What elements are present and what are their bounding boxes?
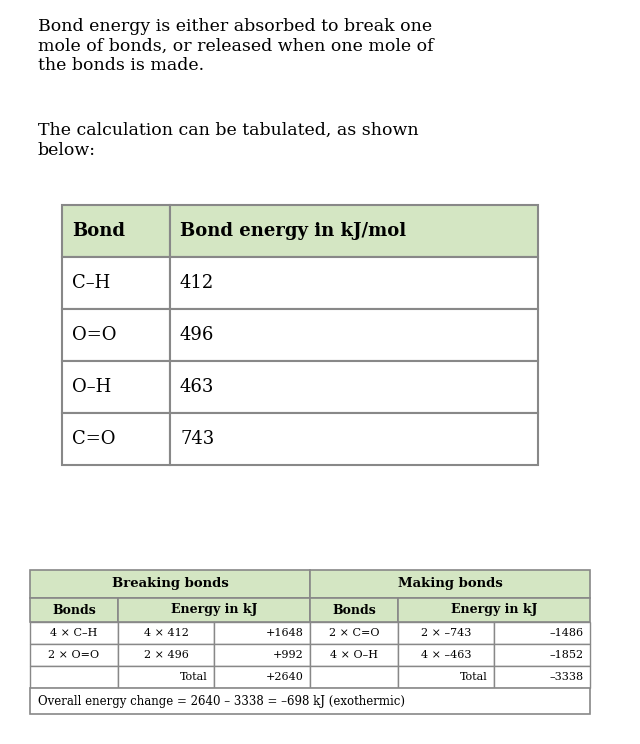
Text: Total: Total	[460, 672, 488, 682]
Bar	[62, 361, 170, 413]
Bar	[30, 688, 590, 714]
Bar	[494, 622, 590, 644]
Text: 4 × C–H: 4 × C–H	[51, 628, 98, 638]
Bar	[118, 644, 214, 666]
Text: The calculation can be tabulated, as shown
below:: The calculation can be tabulated, as sho…	[38, 122, 419, 158]
Text: 4 × –463: 4 × –463	[420, 650, 471, 660]
Bar	[494, 666, 590, 688]
Bar	[214, 644, 310, 666]
Bar	[118, 666, 214, 688]
Text: Bond energy is either absorbed to break one
mole of bonds, or released when one : Bond energy is either absorbed to break …	[38, 18, 434, 74]
Text: Bonds: Bonds	[332, 603, 376, 617]
Text: 4 × O–H: 4 × O–H	[330, 650, 378, 660]
Bar	[118, 622, 214, 644]
Text: C–H: C–H	[72, 274, 110, 292]
Bar	[310, 622, 398, 644]
Text: 4 × 412: 4 × 412	[143, 628, 188, 638]
Bar	[214, 666, 310, 688]
Bar	[170, 361, 538, 413]
Text: +2640: +2640	[266, 672, 304, 682]
Bar	[30, 666, 118, 688]
Text: +992: +992	[273, 650, 304, 660]
Bar	[398, 666, 494, 688]
Bar	[398, 644, 494, 666]
Text: –1486: –1486	[550, 628, 584, 638]
Text: 2 × –743: 2 × –743	[421, 628, 471, 638]
Bar	[398, 598, 590, 622]
Bar	[310, 644, 398, 666]
Text: –3338: –3338	[550, 672, 584, 682]
Text: 496: 496	[180, 326, 214, 344]
Bar	[310, 598, 398, 622]
Text: Bond energy in kJ/mol: Bond energy in kJ/mol	[180, 222, 406, 240]
Text: 743: 743	[180, 430, 214, 448]
Text: O–H: O–H	[72, 378, 111, 396]
Text: –1852: –1852	[550, 650, 584, 660]
Text: Energy in kJ: Energy in kJ	[451, 603, 537, 617]
Bar	[62, 257, 170, 309]
Bar	[30, 598, 118, 622]
Text: 2 × O=O: 2 × O=O	[49, 650, 100, 660]
Text: Making bonds: Making bonds	[397, 577, 502, 591]
Bar	[398, 622, 494, 644]
Bar	[494, 644, 590, 666]
Bar	[62, 413, 170, 465]
Bar	[310, 570, 590, 598]
Text: +1648: +1648	[266, 628, 304, 638]
Bar	[214, 622, 310, 644]
Text: 412: 412	[180, 274, 214, 292]
Bar	[30, 570, 310, 598]
Bar	[62, 205, 170, 257]
Text: 2 × 496: 2 × 496	[143, 650, 188, 660]
Bar	[62, 309, 170, 361]
Bar	[170, 205, 538, 257]
Text: C=O: C=O	[72, 430, 115, 448]
Bar	[30, 644, 118, 666]
Bar	[170, 309, 538, 361]
Text: Breaking bonds: Breaking bonds	[111, 577, 228, 591]
Text: O=O: O=O	[72, 326, 116, 344]
Bar	[118, 598, 310, 622]
Text: Total: Total	[180, 672, 208, 682]
Bar	[170, 413, 538, 465]
Bar	[30, 622, 118, 644]
Text: 2 × C=O: 2 × C=O	[329, 628, 380, 638]
Text: Energy in kJ: Energy in kJ	[171, 603, 257, 617]
Text: 463: 463	[180, 378, 214, 396]
Bar	[310, 666, 398, 688]
Text: Bonds: Bonds	[52, 603, 96, 617]
Bar	[170, 257, 538, 309]
Text: Bond: Bond	[72, 222, 125, 240]
Text: Overall energy change = 2640 – 3338 = –698 kJ (exothermic): Overall energy change = 2640 – 3338 = –6…	[38, 694, 405, 708]
